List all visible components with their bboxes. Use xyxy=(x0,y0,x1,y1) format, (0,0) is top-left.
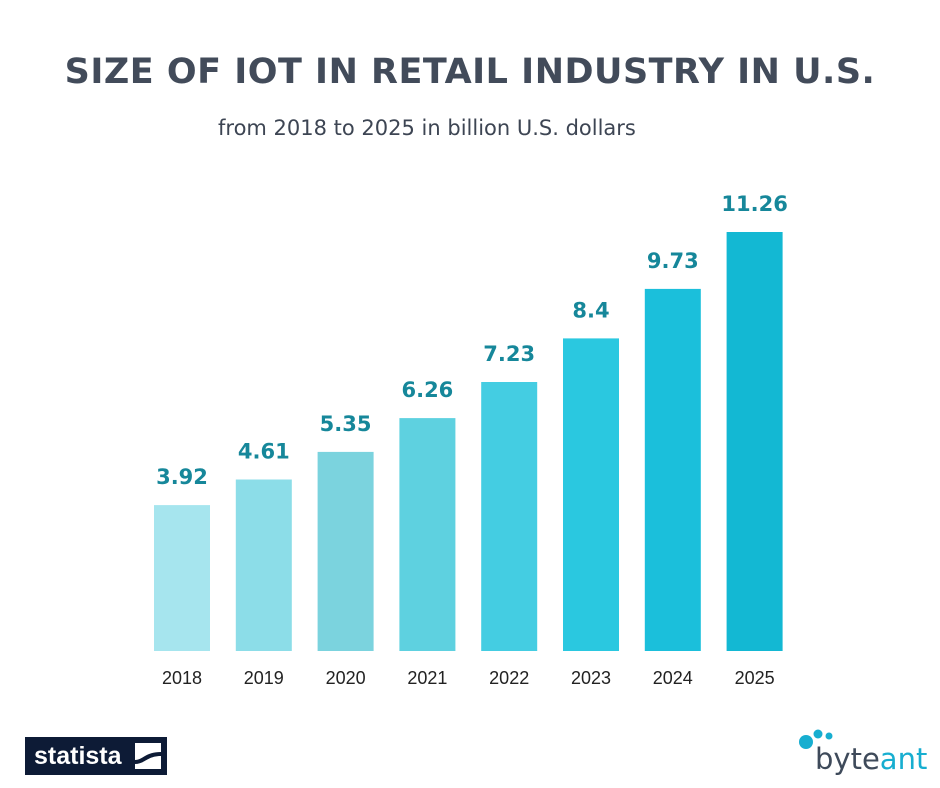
byteant-wordmark: byteant xyxy=(815,742,927,776)
bar-2021 xyxy=(399,418,456,651)
statista-logo: statista xyxy=(25,737,167,775)
value-label-2024: 9.73 xyxy=(647,249,699,273)
category-label-2021: 2021 xyxy=(407,668,447,688)
category-label-2019: 2019 xyxy=(244,668,284,688)
bar-2023 xyxy=(563,338,619,651)
byteant-logo: byteant xyxy=(797,726,927,776)
category-label-2020: 2020 xyxy=(326,668,366,688)
bar-2018 xyxy=(154,505,210,651)
category-label-2018: 2018 xyxy=(162,668,202,688)
category-label-2022: 2022 xyxy=(489,668,529,688)
bar-2020 xyxy=(317,451,374,651)
category-label-2025: 2025 xyxy=(735,668,775,688)
bar-2024 xyxy=(644,288,701,651)
value-label-2022: 7.23 xyxy=(483,342,535,366)
category-label-2024: 2024 xyxy=(653,668,693,688)
category-label-2023: 2023 xyxy=(571,668,611,688)
bar-2022 xyxy=(481,382,538,651)
byteant-wordmark-ant: ant xyxy=(879,742,928,776)
statista-mark-icon xyxy=(135,743,161,769)
value-label-2025: 11.26 xyxy=(721,192,787,216)
value-label-2021: 6.26 xyxy=(401,378,453,402)
statista-logo-text: statista xyxy=(34,742,122,770)
chart-title: SIZE OF IOT IN RETAIL INDUSTRY IN U.S. xyxy=(64,52,876,92)
byteant-wordmark-byte: byte xyxy=(815,742,880,776)
chart-subtitle: from 2018 to 2025 in billion U.S. dollar… xyxy=(218,116,636,140)
value-label-2019: 4.61 xyxy=(238,440,290,464)
value-label-2020: 5.35 xyxy=(320,412,372,436)
value-label-2023: 8.4 xyxy=(572,298,609,322)
byteant-dots-icon xyxy=(799,729,833,749)
value-label-2018: 3.92 xyxy=(156,465,208,489)
bar-2025 xyxy=(726,232,783,651)
bar-2019 xyxy=(235,479,292,651)
